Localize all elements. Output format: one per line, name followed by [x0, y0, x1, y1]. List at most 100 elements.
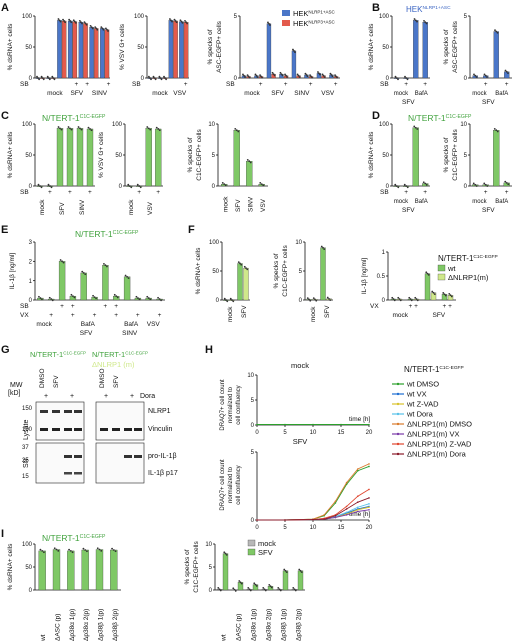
a2-vsv: VSV — [173, 90, 187, 97]
g-nlrp1: NLRP1 — [148, 408, 171, 415]
i2-ylabel1: % specks of — [184, 549, 191, 584]
c2-dot — [139, 186, 142, 189]
c2-vsv: VSV — [147, 201, 154, 215]
h2-point — [357, 469, 359, 472]
e-dot — [137, 297, 139, 299]
h2-point — [345, 514, 348, 516]
e-title: N/TERT-1C1C-EGFP — [75, 229, 139, 239]
a1-nlrp1-dot — [101, 27, 104, 30]
b1-dot — [424, 21, 427, 24]
i2-mock-dot — [219, 589, 222, 592]
d2-sfv: SFV — [482, 207, 495, 214]
g-il1b-p17: IL-1β p17 — [148, 470, 178, 477]
c2-ylabel: % VSV G+ cells — [98, 131, 105, 178]
h2-point — [368, 509, 370, 511]
a2-nlrp1-dot — [159, 77, 162, 79]
h-legend-marker — [396, 402, 400, 406]
a3-nlrp3-dot — [297, 74, 300, 77]
c1-dot — [90, 129, 93, 132]
c1-bar — [86, 128, 94, 187]
b2-dot — [483, 73, 486, 76]
e-plus: + — [103, 303, 107, 310]
e-dot — [70, 293, 73, 296]
h1-point — [256, 423, 258, 426]
a2-nlrp1-dot — [158, 75, 161, 78]
i1-cat: Δp38α 2(p) — [83, 609, 90, 641]
a2-nlrp3-dot — [175, 21, 178, 24]
e-dot — [116, 296, 119, 299]
g-sn-box-ko — [95, 442, 145, 484]
a1-nlrp1-dot — [59, 20, 62, 23]
c1-bar — [76, 128, 84, 187]
i2-mock-dot — [248, 588, 251, 591]
g-sn-box-wt — [35, 442, 85, 484]
f2-ko-dot — [312, 297, 315, 300]
c3-bar — [246, 161, 253, 187]
a2-nlrp1-dot — [181, 21, 184, 24]
d1-dot — [406, 186, 409, 189]
h-legend-label: ΔNLRP1(m) VX — [407, 430, 460, 439]
f1-tick-label: 0 — [216, 298, 220, 304]
a1-sinv: SINV — [92, 90, 108, 97]
f3-tick-label: 1 — [382, 250, 386, 256]
e-dot — [106, 265, 108, 268]
d1-tick-label: 50 — [382, 153, 389, 159]
c3-cat: SINV — [247, 196, 254, 212]
c2-bar — [145, 128, 152, 187]
c1-dot — [39, 185, 41, 187]
e-plus: + — [93, 312, 97, 319]
a3-nlrp3-dot — [285, 74, 287, 77]
h2-ylabel3: cell confluency — [236, 465, 242, 504]
e-bafa: BafA — [81, 321, 96, 328]
e-plus: + — [49, 312, 53, 319]
c3-dot — [246, 159, 249, 161]
c1-dot — [50, 186, 53, 189]
i2-sfv-dot — [223, 551, 226, 554]
e-bar — [123, 276, 131, 301]
a1-nlrp1-dot — [78, 20, 81, 22]
a1-nlrp1-dot — [38, 78, 41, 81]
g-vinculin-band — [74, 428, 82, 431]
a3-nlrp3-dot — [247, 75, 250, 78]
f3-plus: + + — [409, 303, 419, 310]
f3-ko-dot — [432, 291, 435, 294]
i-title: N/TERT-1C1C-EGFP — [42, 533, 106, 543]
c1-plus: + — [88, 189, 92, 196]
f3-wt-dot — [442, 292, 445, 294]
a1-nlrp3-dot — [106, 28, 108, 31]
a3-nlrp3-dot — [286, 76, 288, 78]
c3-dot — [235, 129, 238, 132]
a3-nlrp3-dot — [311, 76, 313, 79]
a3-nlrp3-dot — [321, 73, 324, 76]
d2-bar — [493, 130, 500, 187]
e-dot — [59, 259, 62, 261]
h1-point — [368, 423, 370, 426]
c3-dot — [221, 181, 224, 184]
i2-sfv-dot — [283, 568, 286, 571]
e-tick-label: 2 — [29, 260, 33, 266]
a1-nlrp1-bar — [67, 20, 73, 79]
h-legend-label: ΔNLRP1(m) Z-VAD — [407, 440, 472, 449]
c3-dot — [248, 160, 251, 163]
b2-dot — [475, 76, 478, 78]
b2-bar — [493, 31, 499, 79]
a1-nlrp1-dot — [37, 77, 39, 79]
a1-nlrp1-dot — [57, 18, 60, 20]
a3-nlrp1-dot — [281, 74, 284, 77]
g-vinculin: Vinculin — [148, 426, 172, 433]
a3-nlrp3-dot — [271, 71, 274, 74]
f2-ko-dot — [328, 297, 330, 300]
h2-xtick-label: 15 — [338, 525, 345, 531]
a3-nlrp3-dot — [260, 75, 262, 78]
c1-dot — [87, 126, 90, 129]
f1-wt-bar — [237, 263, 243, 301]
c2-dot — [147, 127, 150, 130]
a3-mock: mock — [244, 90, 260, 97]
f2-mock: mock — [310, 306, 317, 322]
g-title-ko2: ΔNLRP1 (m) — [92, 360, 135, 369]
a2-tick-label: 50 — [137, 45, 144, 51]
h2-point — [357, 509, 359, 511]
g-mw37: 37 — [22, 445, 29, 451]
d2-dot — [504, 180, 507, 183]
